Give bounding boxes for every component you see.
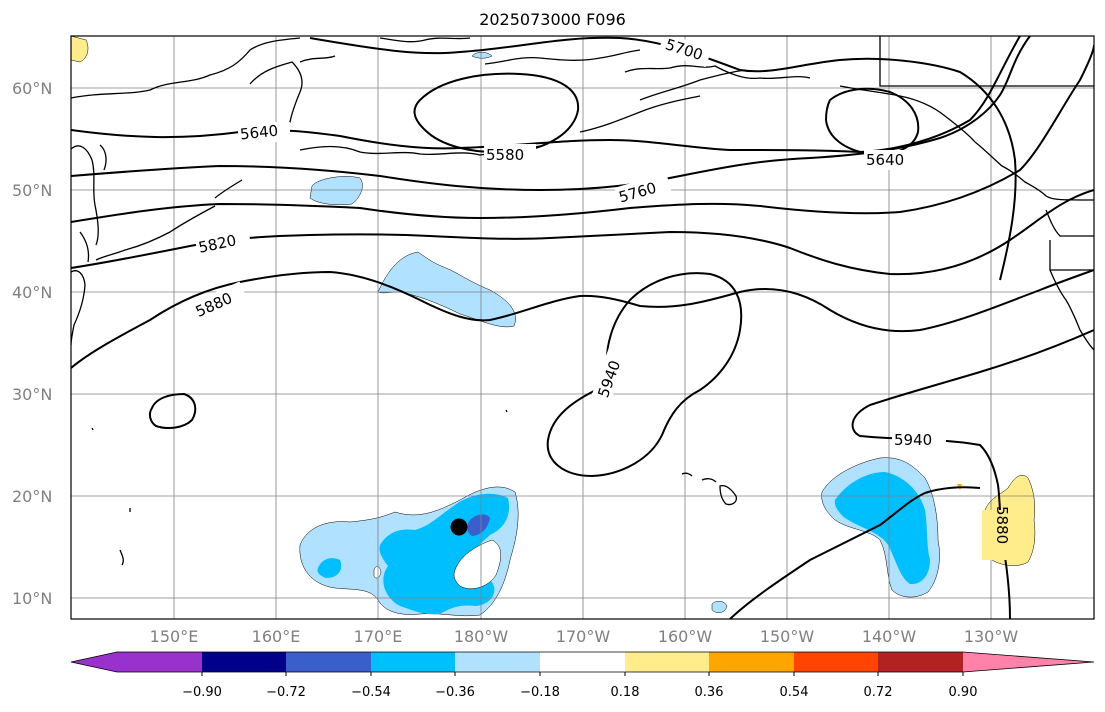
lat-label: 20°N (12, 487, 52, 506)
colorbar-segment (117, 652, 202, 672)
colorbar-extend-max (963, 652, 1094, 672)
lat-label: 10°N (12, 589, 52, 608)
longitude-axis: 150°E 160°E 170°E 180°W 170°W 160°W 150°… (150, 627, 1019, 646)
lat-label: 60°N (12, 79, 52, 98)
colorbar-segment (625, 652, 709, 672)
colorbar-segment (709, 652, 794, 672)
latitude-axis: 60°N 50°N 40°N 30°N 20°N 10°N (12, 79, 52, 608)
colorbar-outline (70, 651, 1095, 673)
colorbar-segment (794, 652, 878, 672)
colorbar-tick-label: −0.90 (182, 685, 222, 700)
lon-label: 170°E (354, 627, 403, 646)
colorbar-segment (878, 652, 963, 672)
colorbar-extend-min (71, 652, 117, 672)
contour-label: 5640 (239, 122, 279, 144)
colorbar-tick-label: 0.36 (695, 685, 724, 700)
colorbar-segment (286, 652, 371, 672)
storm-center-dot (450, 518, 468, 536)
map-plot-area (71, 36, 1094, 619)
lat-label: 50°N (12, 181, 52, 200)
lon-label: 170°W (556, 627, 611, 646)
coastlines (71, 36, 1094, 566)
map-frame (70, 35, 1095, 620)
colorbar-tick-label: −0.72 (266, 685, 306, 700)
lon-label: 160°E (252, 627, 301, 646)
lat-label: 30°N (12, 385, 52, 404)
lon-label: 160°W (658, 627, 713, 646)
colorbar-tick-label: −0.54 (351, 685, 391, 700)
colorbar-tick-label: 0.54 (780, 685, 809, 700)
colorbar-segment (202, 652, 286, 672)
colorbar-tick-label: −0.36 (435, 685, 475, 700)
colorbar-tick-label: 0.72 (864, 685, 893, 700)
contour-label: 5880 (993, 506, 1011, 544)
contour-label: 5640 (866, 151, 904, 169)
contour-label: 5940 (894, 431, 932, 449)
contour-label: 5580 (486, 146, 524, 164)
lon-label: 150°W (760, 627, 815, 646)
colorbar-segment (455, 652, 540, 672)
lon-label: 130°W (964, 627, 1019, 646)
graticule (71, 36, 1094, 619)
lon-label: 140°W (862, 627, 917, 646)
map-title: 2025073000 F096 (479, 10, 626, 29)
colorbar-tick-label: −0.18 (520, 685, 560, 700)
colorbar-tick-label: 0.18 (611, 685, 640, 700)
colorbar-ticks: −0.90 −0.72 −0.54 −0.36 −0.18 0.18 0.36 … (182, 685, 977, 700)
lon-label: 150°E (150, 627, 199, 646)
lat-label: 40°N (12, 283, 52, 302)
colorbar-segment (540, 652, 625, 672)
height-contours (71, 36, 1094, 619)
contour-labels: 5700 5640 5580 5640 5760 5820 5880 5940 … (190, 32, 1012, 560)
colorbar-segment (371, 652, 455, 672)
lon-label: 180°W (454, 627, 509, 646)
colorbar (70, 651, 1095, 676)
colorbar-tick-label: 0.90 (949, 685, 978, 700)
